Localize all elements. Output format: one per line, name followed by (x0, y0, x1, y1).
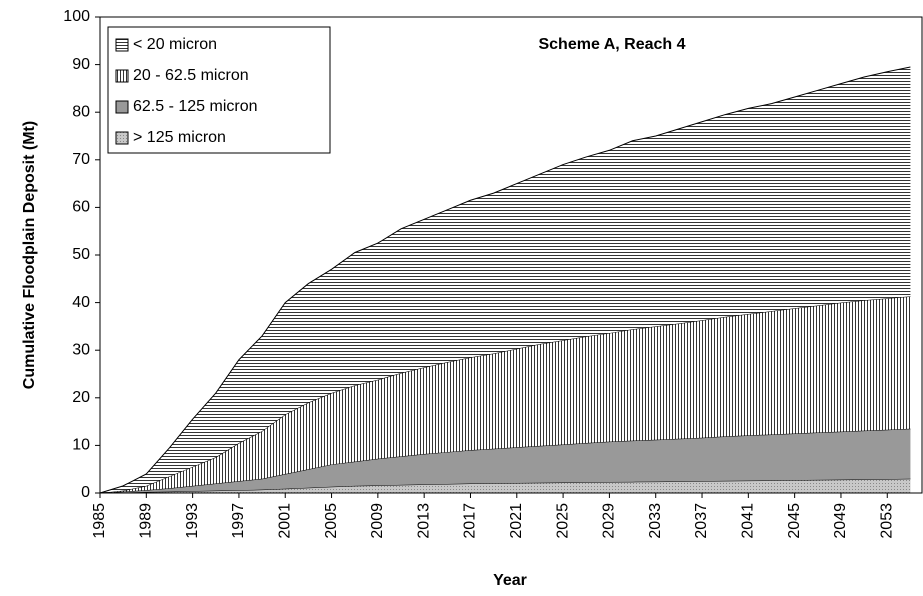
x-axis-title: Year (493, 572, 527, 589)
area (100, 428, 911, 493)
y-tick-label: 90 (72, 56, 90, 73)
legend-box (107, 26, 331, 154)
legend-label: 62.5 - 125 micron (133, 98, 258, 115)
x-tick-label: 2053 (878, 503, 895, 539)
y-tick-label: 0 (81, 484, 90, 501)
area (100, 296, 911, 493)
x-tick-label: 1989 (138, 503, 155, 539)
y-tick-label: 10 (72, 437, 90, 454)
x-tick-label: 2013 (415, 503, 432, 539)
x-tick-label: 2033 (647, 503, 664, 539)
x-tick-label: 2001 (276, 503, 293, 539)
x-tick-label: 1997 (230, 503, 247, 539)
legend-swatch (115, 69, 129, 83)
legend-label: 20 - 62.5 micron (133, 67, 249, 84)
x-tick-label: 2045 (786, 503, 803, 539)
x-tick-label: 2005 (323, 503, 340, 539)
area-edge (99, 428, 911, 494)
y-tick-label: 50 (72, 246, 90, 263)
area (100, 478, 911, 493)
x-tick-label: 2021 (508, 503, 525, 539)
x-tick-label: 1993 (184, 503, 201, 539)
legend-label: < 20 micron (133, 36, 217, 53)
x-tick-label: 2009 (369, 503, 386, 539)
y-tick-label: 80 (72, 103, 90, 120)
y-tick-label: 100 (63, 8, 90, 25)
y-axis-title: Cumulative Floodplain Deposit (Mt) (21, 121, 38, 389)
area (100, 66, 911, 493)
x-tick-label: 2041 (740, 503, 757, 539)
legend-swatch (115, 131, 129, 145)
y-tick-label: 60 (72, 199, 90, 216)
x-tick-label: 1985 (91, 503, 108, 539)
legend-swatch (115, 100, 129, 114)
x-tick-label: 2049 (832, 503, 849, 539)
y-tick-label: 40 (72, 294, 90, 311)
legend-swatch (115, 38, 129, 52)
x-tick-label: 2029 (601, 503, 618, 539)
legend: < 20 micron 20 - 62.5 micron 62.5 - 125 mi… (107, 26, 331, 154)
y-tick-label: 20 (72, 389, 90, 406)
area-edge (99, 66, 911, 494)
x-tick-label: 2037 (693, 503, 710, 539)
legend-label: > 125 micron (133, 129, 226, 146)
y-tick-label: 70 (72, 151, 90, 168)
x-tick-label: 2025 (554, 503, 571, 539)
y-tick-label: 30 (72, 341, 90, 358)
x-tick-label: 2017 (462, 503, 479, 539)
chart-title: Scheme A, Reach 4 (538, 36, 685, 53)
